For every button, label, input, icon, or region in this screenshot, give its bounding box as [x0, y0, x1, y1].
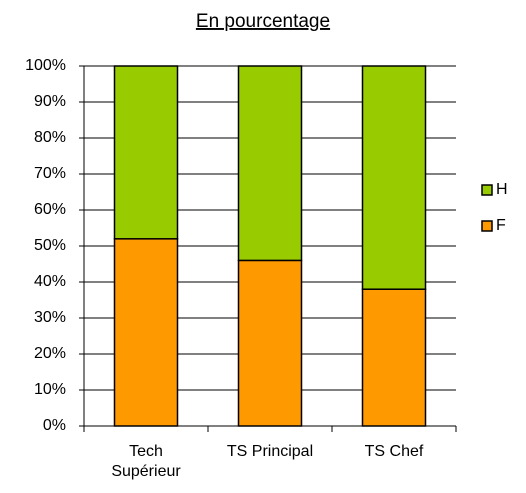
y-tick-label: 70%: [34, 165, 66, 182]
bar-segment: [113, 238, 179, 427]
y-tick-label: 20%: [34, 345, 66, 362]
legend-label: F: [496, 217, 506, 234]
x-tick-label: TS Chef: [364, 443, 424, 460]
x-tick-label: Tech Supérieur: [111, 443, 181, 480]
y-tick-label: 0%: [43, 417, 66, 434]
legend-label: H: [496, 181, 508, 198]
x-tick-label: TS Principal: [226, 443, 314, 460]
bar-segment: [237, 259, 303, 427]
y-tick-label: 50%: [34, 237, 66, 254]
y-tick-label: 30%: [34, 309, 66, 326]
bar-segment: [361, 65, 427, 290]
y-tick-label: 80%: [34, 129, 66, 146]
bar-segment: [237, 65, 303, 262]
chart-title: En pourcentage: [196, 11, 330, 32]
bar-segment: [113, 65, 179, 240]
bar-segment: [361, 288, 427, 427]
legend-swatch: [481, 220, 493, 232]
y-tick-label: 60%: [34, 201, 66, 218]
legend-swatch: [481, 184, 493, 196]
y-tick-label: 10%: [34, 381, 66, 398]
y-tick-label: 40%: [34, 273, 66, 290]
y-tick-label: 100%: [25, 57, 66, 74]
y-tick-label: 90%: [34, 93, 66, 110]
